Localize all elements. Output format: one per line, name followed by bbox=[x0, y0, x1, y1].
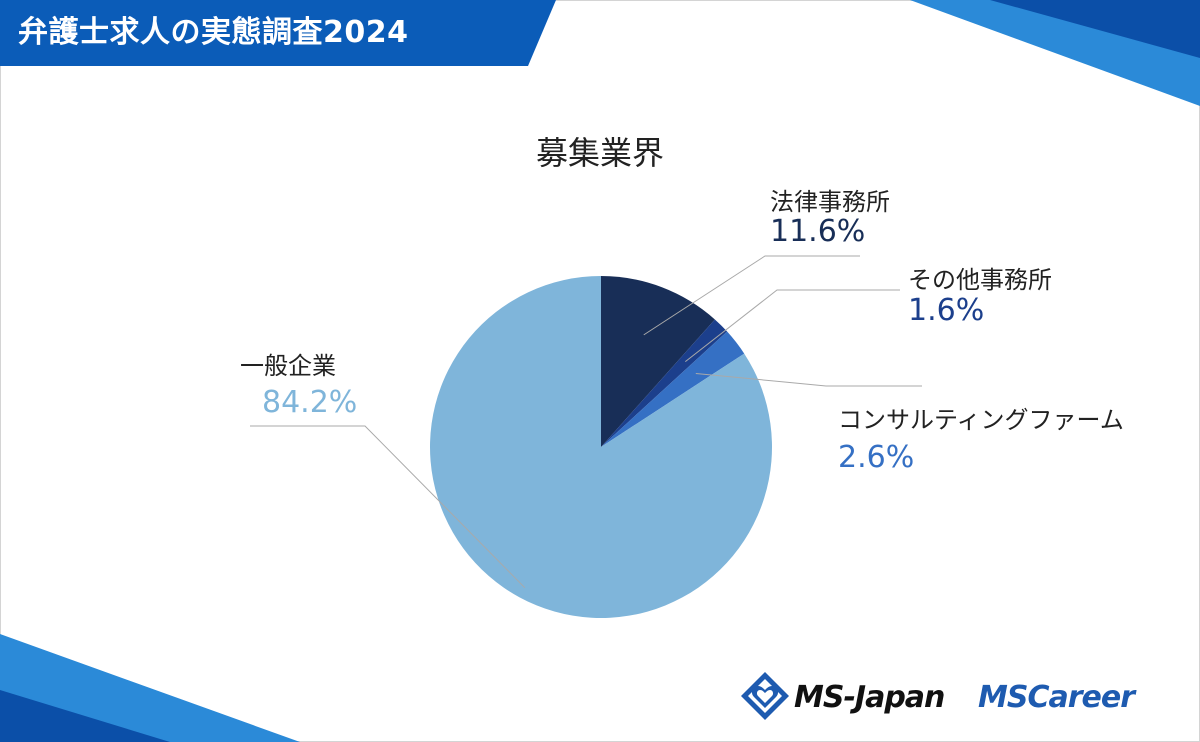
label-consulting-firm: コンサルティングファーム bbox=[838, 406, 1124, 434]
top-right-stripe-dark bbox=[990, 0, 1200, 58]
header-banner bbox=[0, 0, 556, 66]
pie-slice-law-office bbox=[601, 276, 715, 447]
value-general-company: 84.2% bbox=[262, 385, 358, 420]
pie-slice-consulting-firm bbox=[601, 331, 745, 447]
leader-line-consulting-firm bbox=[695, 372, 922, 387]
pie-slice-general-company bbox=[430, 276, 773, 618]
ms-japan-logo: MS-Japan bbox=[794, 680, 945, 715]
label-law-office: 法律事務所 bbox=[770, 188, 890, 216]
value-consulting-firm: 2.6% bbox=[838, 440, 915, 475]
bottom-left-stripe-dark bbox=[0, 690, 170, 742]
leader-line-other-office bbox=[685, 289, 900, 363]
pie-slice-other-office bbox=[601, 319, 728, 447]
chart-title: 募集業界 bbox=[535, 134, 664, 172]
leader-line-law-office bbox=[643, 255, 860, 336]
value-other-office: 1.6% bbox=[908, 293, 985, 328]
leader-lines bbox=[250, 255, 922, 589]
label-other-office: その他事務所 bbox=[908, 266, 1052, 294]
heart-diamond-icon bbox=[741, 672, 789, 720]
header-title: 弁護士求人の実態調査2024 bbox=[18, 15, 409, 50]
label-general-company: 一般企業 bbox=[240, 352, 336, 380]
pie-slices bbox=[430, 276, 773, 618]
value-law-office: 11.6% bbox=[770, 214, 866, 249]
ms-career-logo: MSCareer bbox=[978, 680, 1135, 715]
leader-line-general-company bbox=[250, 425, 526, 589]
